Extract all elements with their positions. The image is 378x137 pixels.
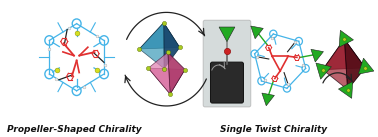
Polygon shape bbox=[316, 63, 332, 79]
FancyBboxPatch shape bbox=[203, 20, 251, 107]
Polygon shape bbox=[148, 68, 185, 94]
Polygon shape bbox=[219, 27, 235, 42]
Polygon shape bbox=[139, 23, 180, 49]
Text: Propeller-Shaped Chirality: Propeller-Shaped Chirality bbox=[8, 125, 142, 134]
Polygon shape bbox=[323, 39, 365, 70]
Text: Single Twist Chirality: Single Twist Chirality bbox=[220, 125, 327, 134]
Polygon shape bbox=[148, 52, 170, 94]
Polygon shape bbox=[251, 26, 263, 39]
Polygon shape bbox=[323, 39, 348, 90]
Polygon shape bbox=[339, 30, 353, 47]
FancyBboxPatch shape bbox=[211, 62, 243, 103]
Polygon shape bbox=[139, 23, 164, 68]
Polygon shape bbox=[168, 52, 185, 94]
Polygon shape bbox=[338, 82, 353, 98]
Polygon shape bbox=[311, 49, 324, 62]
Polygon shape bbox=[358, 58, 374, 74]
Polygon shape bbox=[344, 39, 365, 90]
Polygon shape bbox=[262, 93, 274, 106]
Polygon shape bbox=[164, 23, 180, 68]
